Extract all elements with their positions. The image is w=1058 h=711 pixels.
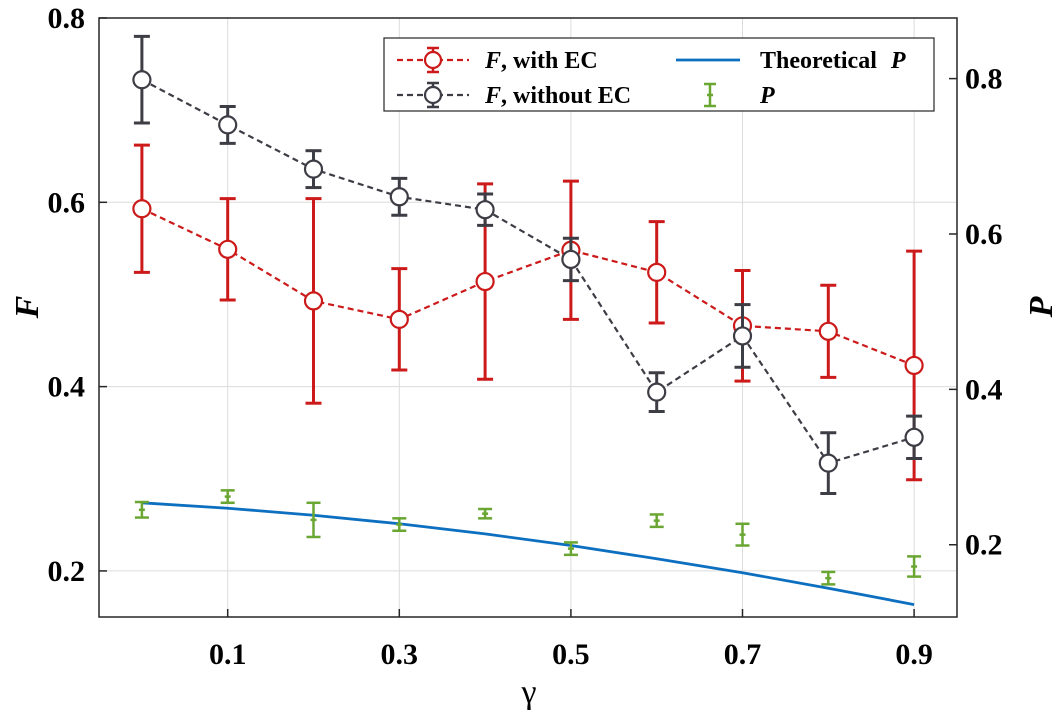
x-tick-label: 0.7 [724, 638, 762, 671]
y-left-tick-label: 0.8 [48, 2, 86, 35]
legend-label-text: , without EC [501, 83, 631, 109]
x-tick-label: 0.5 [552, 638, 590, 671]
data-point [561, 249, 581, 270]
legend-label-text: , with EC [501, 48, 598, 74]
data-point [389, 309, 409, 329]
data-point [303, 291, 324, 311]
legend-box [383, 37, 935, 112]
data-point [904, 427, 924, 447]
y-left-tick-label: 0.6 [48, 186, 86, 219]
data-point [475, 200, 495, 220]
data-point [475, 271, 495, 292]
plot-frame [98, 17, 958, 618]
series-f-without-ec [132, 34, 924, 496]
series-line [141, 207, 915, 367]
legend-item-p: P [704, 82, 775, 109]
legend-item-theoretical-p: Theoretical P [676, 48, 906, 74]
legend-label: F, with EC [484, 48, 598, 74]
data-point [132, 70, 152, 90]
series-line [141, 501, 915, 606]
x-axis-label: γ [520, 674, 536, 711]
x-tick-label: 0.9 [895, 638, 933, 671]
y-axis-left-label: F [9, 295, 46, 319]
data-point [732, 326, 753, 346]
series-f-with-ec [132, 143, 924, 482]
data-point [303, 159, 324, 179]
legend-label: P [759, 83, 775, 109]
x-tick-label: 0.3 [381, 638, 419, 671]
data-point [647, 382, 667, 402]
y-axis-right-label: P [1023, 296, 1058, 318]
data-point [818, 321, 838, 341]
data-point [218, 115, 238, 135]
series-line [141, 78, 915, 465]
series-theoretical-p [141, 501, 915, 606]
y-right-tick-label: 0.8 [965, 63, 1003, 96]
legend-label-symbol: F [484, 48, 501, 74]
data-point [389, 187, 409, 207]
legend-marker [423, 85, 443, 105]
legend-label-symbol: F [484, 83, 501, 109]
legend-marker [423, 50, 443, 70]
data-point [132, 199, 152, 219]
data-point [904, 355, 924, 376]
y-right-tick-label: 0.6 [965, 218, 1003, 251]
series-layer [132, 34, 924, 606]
y-right-tick-label: 0.4 [965, 373, 1003, 406]
x-tick-label: 0.1 [209, 638, 247, 671]
y-right-tick-label: 0.2 [965, 529, 1003, 562]
legend-item-f-with-ec: F, with EC [397, 46, 598, 74]
legend-item-f-without-ec: F, without EC [397, 81, 631, 109]
legend-label-symbol: P [890, 48, 906, 74]
data-point [818, 453, 838, 473]
data-point [218, 239, 238, 259]
legend-label: F, without EC [484, 83, 631, 109]
legend-label: Theoretical P [760, 48, 906, 74]
legend-label-text: Theoretical [760, 48, 883, 74]
data-point [647, 262, 667, 282]
y-left-tick-label: 0.4 [48, 371, 86, 404]
series-p [134, 489, 922, 586]
legend-label-symbol: P [759, 83, 775, 109]
y-left-tick-label: 0.2 [48, 555, 86, 588]
tick-layer: 0.1 0.3 0.5 0.7 0.9 0.2 0.4 0.6 0.8 0.2 0.4 0.6 0.8 [48, 2, 1003, 671]
